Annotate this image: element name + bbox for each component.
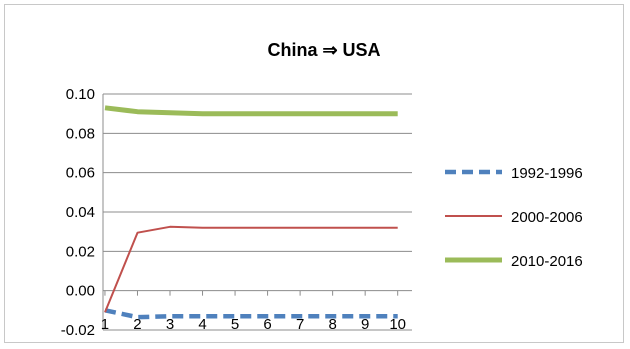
x-tick-label: 3 — [166, 316, 174, 333]
x-tick-label: 7 — [296, 316, 304, 333]
legend-label: 2000-2006 — [511, 209, 583, 226]
legend: 1992-1996 2000-2006 2010-2016 — [445, 165, 583, 270]
y-tick-label: 0.06 — [66, 165, 95, 182]
x-tick-label: 9 — [361, 316, 369, 333]
x-tick-label: 5 — [231, 316, 239, 333]
y-axis-ticks: -0.02 0.00 0.02 0.04 0.06 0.08 0.10 — [61, 86, 95, 339]
legend-label: 2010-2016 — [511, 253, 583, 270]
x-tick-label: 8 — [328, 316, 336, 333]
chart-title: China ⇒ USA — [267, 40, 380, 60]
legend-label: 1992-1996 — [511, 165, 583, 182]
x-tick-label: 1 — [101, 316, 109, 333]
x-tick-label: 6 — [263, 316, 271, 333]
series-line-1992-1996 — [104, 308, 398, 320]
series-line-2010-2016 — [104, 105, 398, 117]
y-tick-label: 0.08 — [66, 125, 95, 142]
series-lines — [104, 105, 398, 320]
x-tick-label: 2 — [133, 316, 141, 333]
series-line-2000-2006 — [104, 225, 398, 313]
y-tick-label: 0.02 — [66, 243, 95, 260]
y-tick-label: 0.00 — [66, 283, 95, 300]
x-tick-label: 10 — [389, 316, 406, 333]
y-tick-label: 0.04 — [66, 204, 95, 221]
grid-lines — [102, 93, 412, 331]
chart-frame — [4, 4, 624, 343]
x-axis-ticks: 1 2 3 4 5 6 7 8 9 10 — [101, 290, 406, 333]
y-tick-label: -0.02 — [61, 322, 95, 339]
y-tick-label: 0.10 — [66, 86, 95, 103]
x-tick-label: 4 — [198, 316, 206, 333]
